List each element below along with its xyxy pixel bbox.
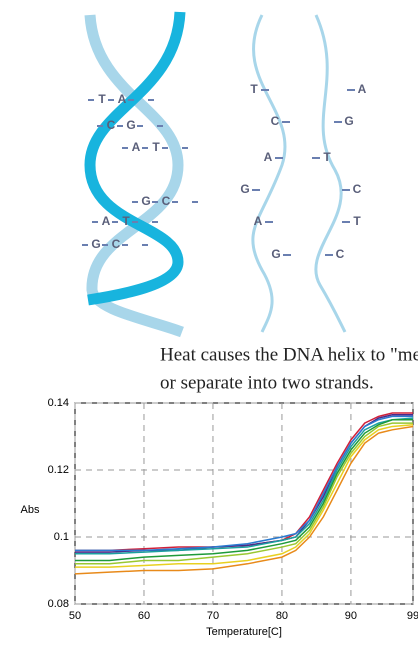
- base-letter: A: [358, 82, 367, 96]
- base-letter: C: [162, 194, 171, 208]
- base-letter: T: [122, 214, 130, 228]
- base-letter: A: [102, 214, 111, 228]
- y-tick-label: 0.14: [48, 397, 69, 409]
- caption: Heat causes the DNA helix to "melt": [160, 344, 418, 365]
- data-line: [75, 424, 414, 568]
- data-line: [75, 417, 414, 555]
- x-tick-label: 50: [69, 610, 81, 622]
- base-letter: A: [264, 150, 273, 164]
- strand-right: [314, 14, 347, 333]
- helix-strand-light: [84, 14, 184, 338]
- y-tick-label: 0.1: [54, 531, 69, 543]
- base-letter: T: [353, 214, 361, 228]
- caption: or separate into two strands.: [160, 372, 374, 393]
- base-letter: C: [271, 114, 280, 128]
- base-letter: C: [107, 118, 116, 132]
- base-letter: G: [141, 194, 150, 208]
- base-letter: A: [132, 140, 141, 154]
- base-letter: T: [250, 82, 258, 96]
- strand-left: [251, 14, 287, 333]
- x-axis-label: Temperature[C]: [206, 626, 282, 638]
- x-tick-label: 80: [276, 610, 288, 622]
- base-letter: C: [353, 182, 362, 196]
- base-letter: T: [98, 92, 106, 106]
- base-letter: C: [112, 237, 121, 251]
- helix-strand-dark: [84, 11, 186, 306]
- x-tick-label: 70: [207, 610, 219, 622]
- base-letter: G: [240, 182, 249, 196]
- base-letter: C: [336, 247, 345, 261]
- data-line: [75, 413, 413, 553]
- data-line: [74, 425, 414, 575]
- y-tick-label: 0.08: [48, 598, 69, 610]
- data-line: [75, 415, 413, 552]
- dna-diagram: [84, 11, 347, 338]
- base-letter: T: [152, 140, 160, 154]
- data-line: [75, 412, 413, 552]
- x-tick-label: 99: [407, 610, 418, 622]
- data-line: [75, 422, 413, 565]
- base-letter: A: [254, 214, 263, 228]
- base-letter: G: [344, 114, 353, 128]
- base-letter: G: [91, 237, 100, 251]
- base-letter: G: [126, 118, 135, 132]
- x-tick-label: 60: [138, 610, 150, 622]
- data-line: [75, 419, 413, 562]
- y-tick-label: 0.12: [48, 464, 69, 476]
- base-letter: A: [118, 92, 127, 106]
- base-letter: G: [271, 247, 280, 261]
- y-axis-label: Abs: [21, 504, 40, 516]
- x-tick-label: 90: [345, 610, 357, 622]
- base-letter: T: [323, 150, 331, 164]
